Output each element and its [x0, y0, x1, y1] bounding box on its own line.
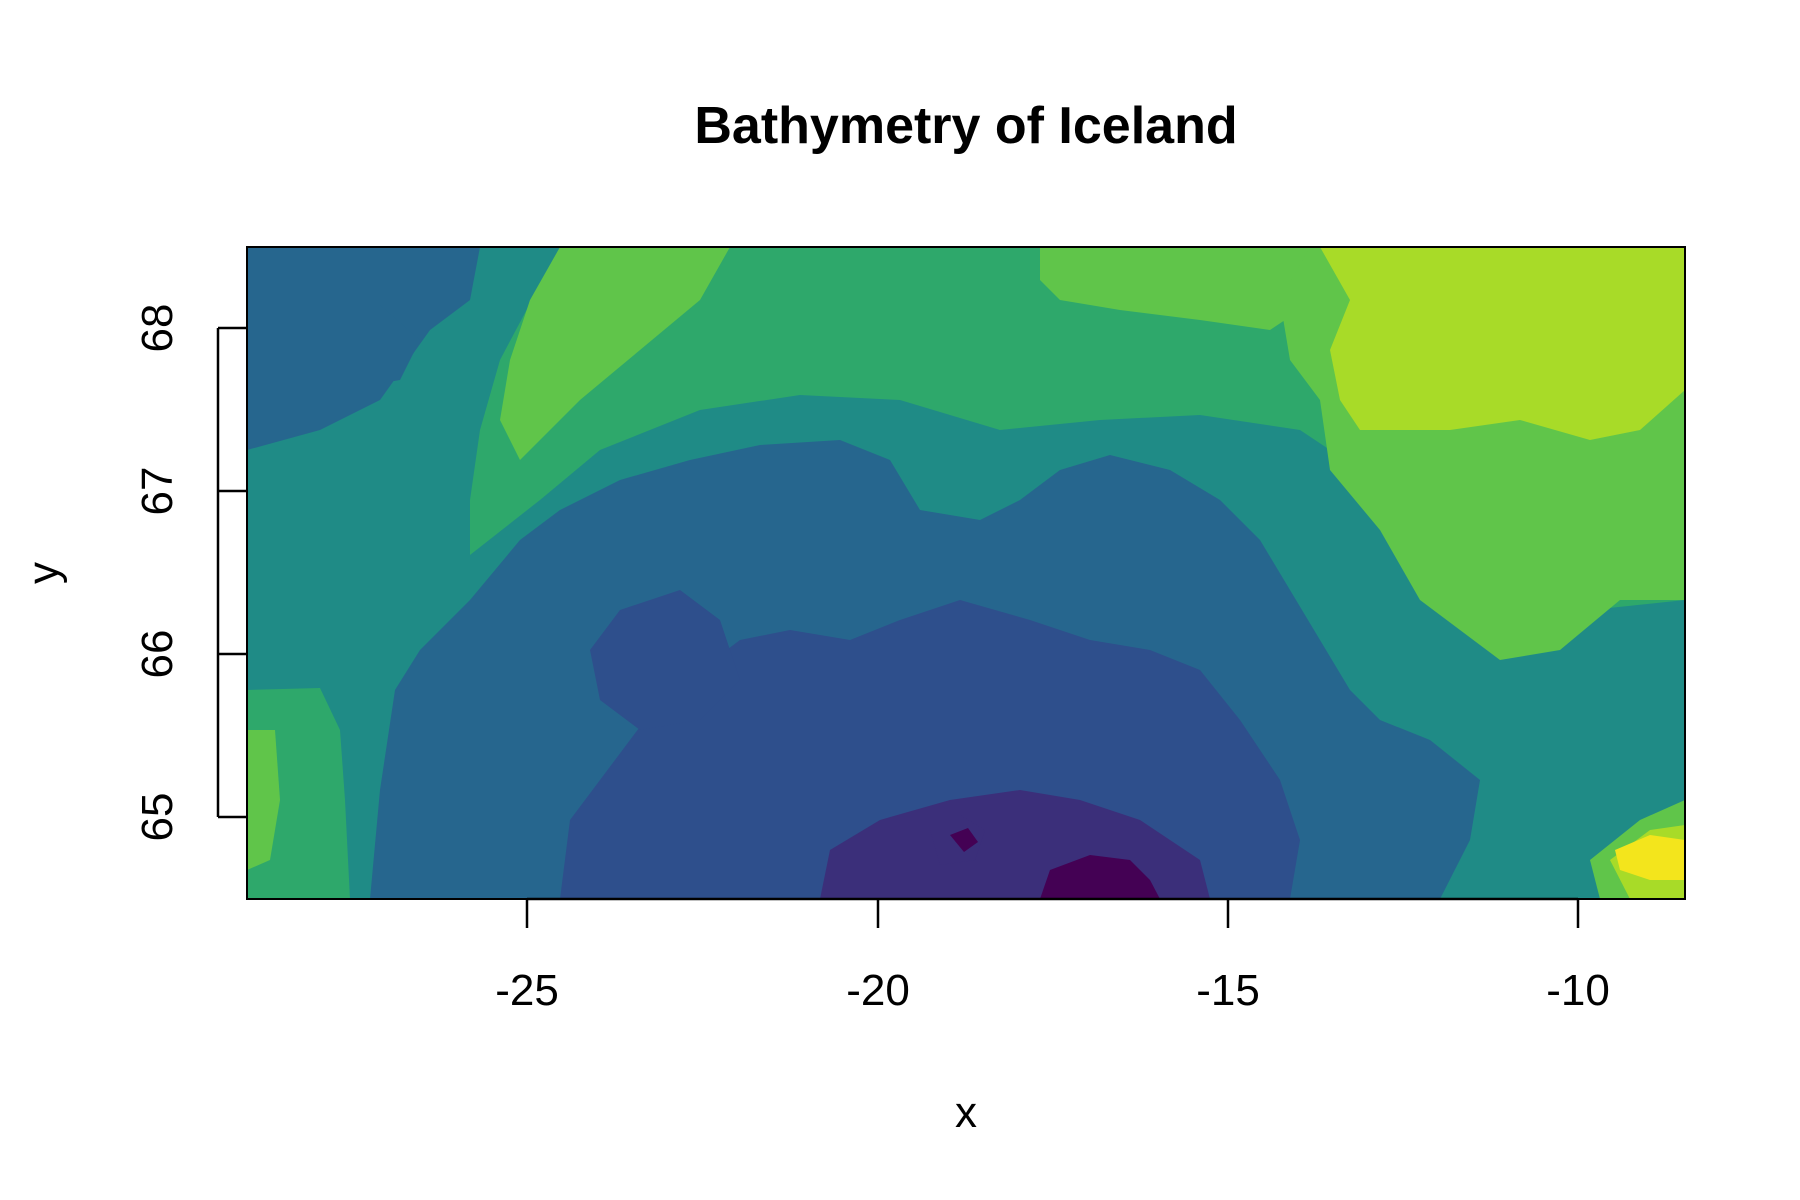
depth-band — [300, 300, 420, 390]
y-tick-group: 67 — [133, 467, 247, 516]
depth-band — [1320, 247, 1685, 440]
bathymetry-raster — [247, 247, 1685, 899]
depth-band — [1040, 855, 1160, 899]
depth-band — [950, 828, 978, 852]
y-axis: 65 66 67 68 — [133, 304, 247, 842]
x-tick-group: -10 — [1546, 899, 1610, 1015]
y-tick-label: 67 — [133, 467, 182, 516]
x-tick-label: -15 — [1196, 966, 1260, 1015]
y-tick-label: 66 — [133, 630, 182, 679]
depth-band — [247, 730, 280, 870]
depth-band — [500, 247, 730, 460]
y-tick-label: 68 — [133, 304, 182, 353]
x-tick-group: -15 — [1196, 899, 1260, 1015]
chart-title: Bathymetry of Iceland — [694, 97, 1237, 155]
x-tick-group: -25 — [495, 899, 559, 1015]
x-axis-label: x — [955, 1088, 977, 1137]
depth-band — [1040, 247, 1310, 330]
y-tick-label: 65 — [133, 793, 182, 842]
y-tick-group: 66 — [133, 630, 247, 679]
y-axis-label: y — [19, 562, 68, 584]
x-tick-label: -20 — [846, 966, 910, 1015]
y-tick-group: 65 — [133, 793, 247, 842]
depth-band — [590, 590, 740, 730]
x-tick-label: -10 — [1546, 966, 1610, 1015]
y-tick-group: 68 — [133, 304, 247, 353]
x-tick-label: -25 — [495, 966, 559, 1015]
x-axis: -25 -20 -15 -10 — [495, 897, 1610, 1015]
depth-band — [1615, 835, 1685, 880]
x-tick-group: -20 — [846, 899, 910, 1015]
